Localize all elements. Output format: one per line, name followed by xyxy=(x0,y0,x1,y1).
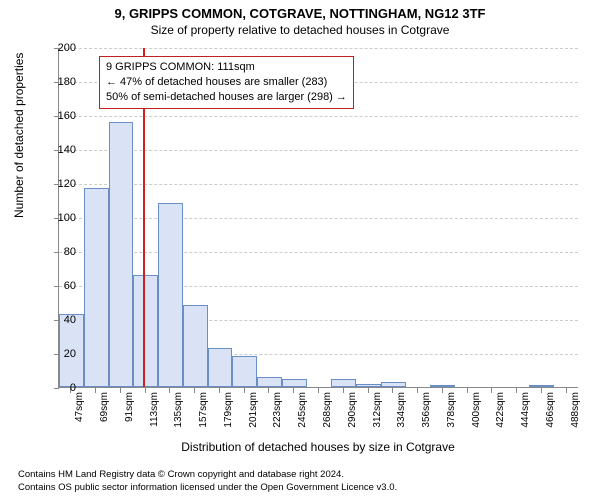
grid-line xyxy=(59,116,578,117)
x-tick-mark xyxy=(120,388,121,393)
bar xyxy=(183,305,208,387)
x-tick-mark xyxy=(194,388,195,393)
x-tick-mark xyxy=(145,388,146,393)
x-tick-label: 179sqm xyxy=(223,392,234,428)
bar xyxy=(331,379,356,388)
bar xyxy=(208,348,233,387)
x-tick-label: 356sqm xyxy=(421,392,432,428)
x-tick-label: 290sqm xyxy=(347,392,358,428)
x-tick-mark xyxy=(467,388,468,393)
x-tick-label: 223sqm xyxy=(272,392,283,428)
y-tick-label: 100 xyxy=(46,212,76,224)
x-tick-label: 400sqm xyxy=(471,392,482,428)
x-tick-mark xyxy=(219,388,220,393)
annotation-line-3: 50% of semi-detached houses are larger (… xyxy=(106,90,347,105)
y-tick-label: 40 xyxy=(46,314,76,326)
bar xyxy=(109,122,134,387)
x-tick-label: 444sqm xyxy=(520,392,531,428)
footer-line-2: Contains OS public sector information li… xyxy=(18,482,397,494)
y-axis-label: Number of detached properties xyxy=(12,53,26,218)
x-tick-label: 47sqm xyxy=(74,392,85,422)
x-tick-label: 245sqm xyxy=(297,392,308,428)
y-tick-label: 200 xyxy=(46,42,76,54)
bar xyxy=(282,379,307,388)
x-tick-mark xyxy=(442,388,443,393)
y-tick-label: 120 xyxy=(46,178,76,190)
bar xyxy=(381,382,406,387)
x-tick-mark xyxy=(392,388,393,393)
bar xyxy=(84,188,109,387)
x-tick-label: 378sqm xyxy=(446,392,457,428)
y-tick-label: 0 xyxy=(46,382,76,394)
y-tick-label: 140 xyxy=(46,144,76,156)
chart-title-sub: Size of property relative to detached ho… xyxy=(0,21,600,37)
x-tick-label: 312sqm xyxy=(372,392,383,428)
x-tick-mark xyxy=(491,388,492,393)
y-tick-label: 60 xyxy=(46,280,76,292)
bar xyxy=(232,356,257,387)
x-tick-mark xyxy=(95,388,96,393)
x-tick-mark xyxy=(343,388,344,393)
x-tick-label: 91sqm xyxy=(124,392,135,422)
x-tick-mark xyxy=(318,388,319,393)
y-tick-label: 80 xyxy=(46,246,76,258)
grid-line xyxy=(59,218,578,219)
annotation-line-2: ← 47% of detached houses are smaller (28… xyxy=(106,75,347,90)
grid-line xyxy=(59,184,578,185)
x-tick-mark xyxy=(293,388,294,393)
y-tick-label: 160 xyxy=(46,110,76,122)
bar xyxy=(257,377,282,387)
x-tick-mark xyxy=(516,388,517,393)
x-axis-label: Distribution of detached houses by size … xyxy=(58,440,578,454)
chart-zone: 9 GRIPPS COMMON: 111sqm ← 47% of detache… xyxy=(58,48,578,420)
grid-line xyxy=(59,252,578,253)
plot-area: 9 GRIPPS COMMON: 111sqm ← 47% of detache… xyxy=(58,48,578,388)
bar xyxy=(529,385,554,387)
y-tick-label: 180 xyxy=(46,76,76,88)
y-tick-label: 20 xyxy=(46,348,76,360)
annotation-line-1: 9 GRIPPS COMMON: 111sqm xyxy=(106,60,347,75)
bar xyxy=(133,275,158,387)
grid-line xyxy=(59,48,578,49)
x-tick-label: 157sqm xyxy=(198,392,209,428)
x-tick-label: 466sqm xyxy=(545,392,556,428)
bar xyxy=(430,385,455,387)
x-tick-mark xyxy=(566,388,567,393)
bar xyxy=(356,384,381,387)
x-tick-mark xyxy=(268,388,269,393)
x-tick-label: 69sqm xyxy=(99,392,110,422)
x-tick-mark xyxy=(368,388,369,393)
grid-line xyxy=(59,150,578,151)
x-tick-label: 268sqm xyxy=(322,392,333,428)
footer-attribution: Contains HM Land Registry data © Crown c… xyxy=(18,469,397,494)
x-tick-label: 488sqm xyxy=(570,392,581,428)
x-tick-mark xyxy=(541,388,542,393)
x-tick-mark xyxy=(169,388,170,393)
chart-title-main: 9, GRIPPS COMMON, COTGRAVE, NOTTINGHAM, … xyxy=(0,0,600,21)
x-tick-label: 334sqm xyxy=(396,392,407,428)
x-tick-label: 135sqm xyxy=(173,392,184,428)
x-tick-label: 422sqm xyxy=(495,392,506,428)
annotation-box: 9 GRIPPS COMMON: 111sqm ← 47% of detache… xyxy=(99,56,354,109)
x-tick-label: 201sqm xyxy=(248,392,259,428)
footer-line-1: Contains HM Land Registry data © Crown c… xyxy=(18,469,397,481)
x-tick-mark xyxy=(244,388,245,393)
x-tick-label: 113sqm xyxy=(149,392,160,427)
bar xyxy=(158,203,183,387)
x-tick-mark xyxy=(417,388,418,393)
